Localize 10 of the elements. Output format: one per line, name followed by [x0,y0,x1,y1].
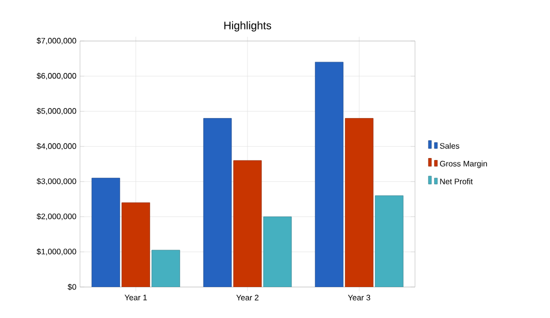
bar [374,195,404,287]
bar [203,118,232,287]
bar [122,202,150,287]
bar [152,250,180,287]
bar [233,160,262,287]
bar [344,118,374,287]
chart-title: Highlights [224,21,272,32]
bar [263,216,292,287]
bar [314,62,344,287]
bar [92,178,120,287]
